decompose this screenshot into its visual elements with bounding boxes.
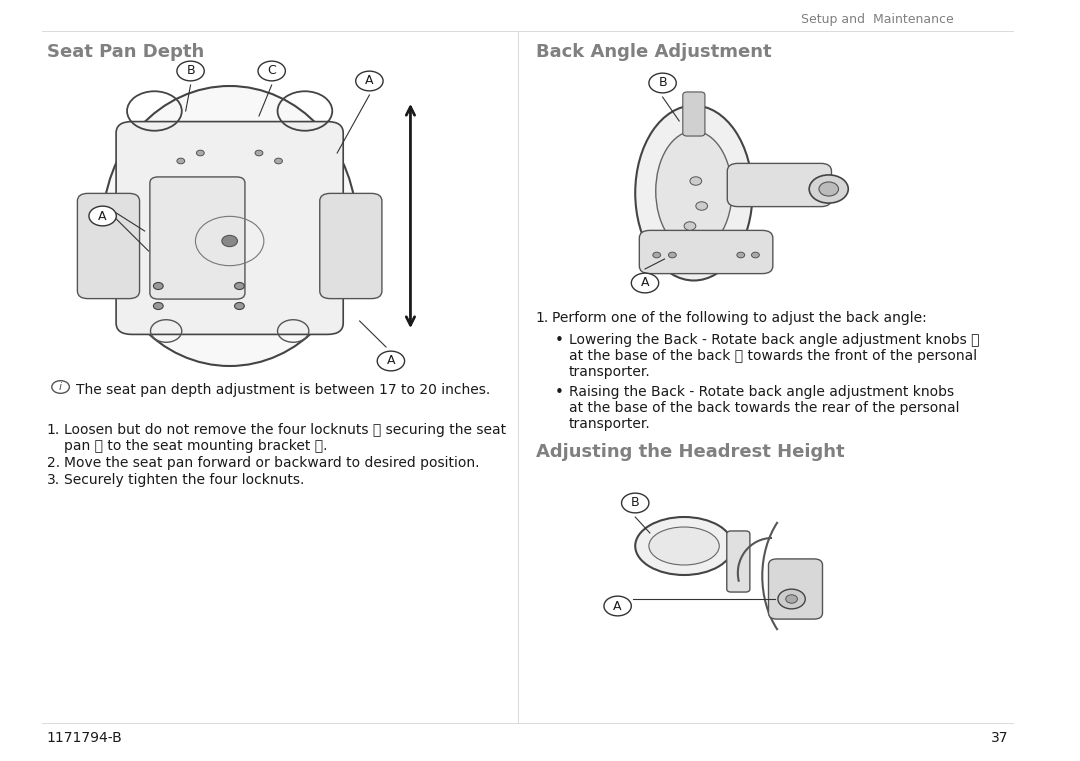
Circle shape	[153, 282, 163, 289]
Circle shape	[652, 252, 661, 258]
Text: A: A	[640, 276, 649, 289]
Circle shape	[684, 221, 696, 231]
Text: B: B	[631, 496, 639, 510]
Circle shape	[197, 150, 204, 156]
Text: 1.: 1.	[46, 423, 60, 437]
FancyBboxPatch shape	[727, 531, 750, 592]
Text: Adjusting the Headrest Height: Adjusting the Headrest Height	[536, 443, 845, 461]
Text: Move the seat pan forward or backward to desired position.: Move the seat pan forward or backward to…	[64, 456, 480, 470]
Circle shape	[786, 595, 797, 603]
Text: The seat pan depth adjustment is between 17 to 20 inches.: The seat pan depth adjustment is between…	[77, 383, 490, 397]
Text: i: i	[59, 382, 63, 392]
Circle shape	[690, 177, 702, 185]
Text: at the base of the back towards the rear of the personal: at the base of the back towards the rear…	[569, 401, 959, 415]
Circle shape	[649, 73, 676, 93]
Circle shape	[809, 175, 848, 203]
Ellipse shape	[656, 131, 732, 251]
Text: 1.: 1.	[536, 311, 549, 325]
Circle shape	[819, 182, 838, 196]
Ellipse shape	[649, 527, 719, 565]
Circle shape	[696, 202, 707, 210]
Text: A: A	[613, 600, 622, 613]
Ellipse shape	[635, 106, 753, 281]
Text: Raising the Back - Rotate back angle adjustment knobs: Raising the Back - Rotate back angle adj…	[569, 385, 954, 399]
Text: 37: 37	[991, 731, 1009, 745]
Text: Lowering the Back - Rotate back angle adjustment knobs Ⓐ: Lowering the Back - Rotate back angle ad…	[569, 333, 980, 347]
Text: Setup and  Maintenance: Setup and Maintenance	[801, 13, 954, 26]
FancyBboxPatch shape	[150, 177, 245, 299]
Text: A: A	[387, 355, 395, 368]
Text: A: A	[365, 75, 374, 88]
Text: 1171794-B: 1171794-B	[46, 731, 123, 745]
Text: Securely tighten the four locknuts.: Securely tighten the four locknuts.	[64, 473, 303, 487]
Circle shape	[221, 235, 238, 247]
Text: •: •	[555, 385, 564, 400]
FancyBboxPatch shape	[116, 122, 343, 334]
Text: B: B	[659, 77, 667, 90]
Ellipse shape	[103, 86, 356, 366]
Circle shape	[737, 252, 745, 258]
Text: 2.: 2.	[46, 456, 60, 470]
FancyBboxPatch shape	[78, 193, 139, 298]
Circle shape	[177, 158, 185, 164]
Text: Loosen but do not remove the four locknuts Ⓐ securing the seat: Loosen but do not remove the four locknu…	[64, 423, 505, 437]
Text: transporter.: transporter.	[569, 365, 650, 379]
Circle shape	[377, 351, 405, 371]
Text: B: B	[186, 65, 194, 78]
Text: C: C	[268, 65, 276, 78]
Text: Back Angle Adjustment: Back Angle Adjustment	[536, 43, 771, 61]
FancyBboxPatch shape	[727, 164, 832, 206]
Circle shape	[153, 302, 163, 310]
Circle shape	[752, 252, 759, 258]
Text: •: •	[555, 333, 564, 348]
Circle shape	[274, 158, 283, 164]
Ellipse shape	[635, 517, 733, 575]
Circle shape	[604, 596, 632, 616]
Circle shape	[234, 302, 244, 310]
Circle shape	[258, 61, 285, 81]
Circle shape	[355, 71, 383, 91]
Circle shape	[622, 493, 649, 513]
FancyBboxPatch shape	[320, 193, 382, 298]
Circle shape	[234, 282, 244, 289]
FancyBboxPatch shape	[683, 92, 705, 136]
Text: transporter.: transporter.	[569, 417, 650, 431]
Text: Seat Pan Depth: Seat Pan Depth	[46, 43, 204, 61]
Text: at the base of the back Ⓑ towards the front of the personal: at the base of the back Ⓑ towards the fr…	[569, 349, 977, 363]
Text: 3.: 3.	[46, 473, 60, 487]
Circle shape	[632, 273, 659, 293]
FancyBboxPatch shape	[639, 231, 773, 274]
Circle shape	[778, 589, 806, 609]
Circle shape	[177, 61, 204, 81]
Text: pan Ⓑ to the seat mounting bracket Ⓒ.: pan Ⓑ to the seat mounting bracket Ⓒ.	[64, 439, 327, 453]
FancyBboxPatch shape	[769, 559, 823, 619]
Circle shape	[89, 206, 117, 226]
Circle shape	[255, 150, 262, 156]
Text: Perform one of the following to adjust the back angle:: Perform one of the following to adjust t…	[552, 311, 927, 325]
Text: A: A	[98, 209, 107, 222]
Circle shape	[669, 252, 676, 258]
